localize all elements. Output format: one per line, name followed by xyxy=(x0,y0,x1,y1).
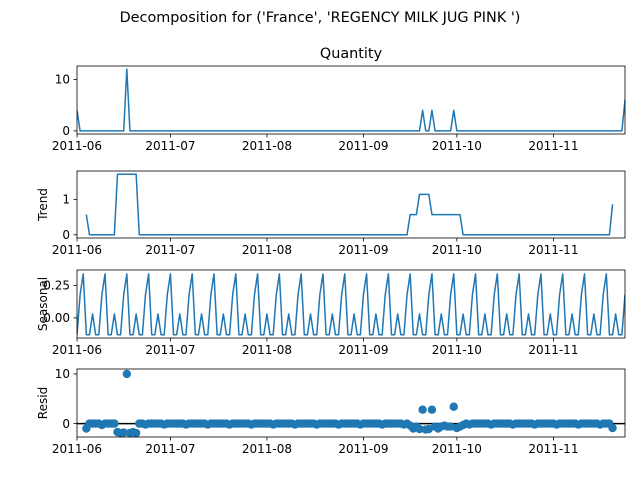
panel-resid: 2011-06 2011-07 2011-08 2011-09 2011-10 2011-… xyxy=(36,367,626,456)
x-tick-label: 2011-11 xyxy=(528,243,578,257)
resid-point xyxy=(122,369,132,379)
y-tick-label: 10 xyxy=(55,367,70,381)
panel-title: Quantity xyxy=(320,46,383,62)
plot-area-trend xyxy=(85,173,614,236)
y-tick-label: 0 xyxy=(62,124,70,138)
y-axis-label: Resid xyxy=(36,387,50,419)
x-tick-label: 2011-08 xyxy=(242,243,292,257)
x-tick-label: 2011-10 xyxy=(432,343,482,357)
x-tick-label: 2011-09 xyxy=(338,442,388,456)
x-tick-label: 2011-06 xyxy=(52,343,102,357)
resid-point xyxy=(427,405,437,414)
resid-point xyxy=(119,428,128,437)
x-tick-label: 2011-11 xyxy=(528,442,578,456)
x-tick-label: 2011-07 xyxy=(145,139,195,153)
plot-area-seasonal xyxy=(77,273,625,336)
x-tick-label: 2011-06 xyxy=(52,243,102,257)
x-tick-label: 2011-09 xyxy=(338,243,388,257)
x-tick-label: 2011-08 xyxy=(242,442,292,456)
x-tick-label: 2011-07 xyxy=(145,442,195,456)
y-tick-label: 1 xyxy=(62,193,70,207)
plot-area-observed xyxy=(77,68,625,132)
resid-point xyxy=(415,424,424,434)
x-tick-label: 2011-07 xyxy=(145,343,195,357)
y-tick-label: 10 xyxy=(55,73,70,87)
x-tick-label: 2011-09 xyxy=(338,139,388,153)
x-tick-label: 2011-06 xyxy=(52,442,102,456)
x-tick-label: 2011-10 xyxy=(432,139,482,153)
resid-point xyxy=(110,419,119,428)
figure-suptitle: Decomposition for ('France', 'REGENCY MI… xyxy=(120,10,521,26)
y-tick-label: 0.25 xyxy=(43,279,70,293)
x-tick-label: 2011-11 xyxy=(528,139,578,153)
resid-point xyxy=(418,405,427,414)
axes-frame-seasonal xyxy=(76,269,626,339)
resid-point xyxy=(131,428,141,437)
trend-line xyxy=(85,173,614,236)
axes-frame-trend xyxy=(76,170,626,239)
y-axis-label: Seasonal xyxy=(36,277,50,331)
x-tick-label: 2011-07 xyxy=(145,243,195,257)
plot-area-resid xyxy=(77,369,625,437)
x-tick-label: 2011-11 xyxy=(528,343,578,357)
x-tick-label: 2011-09 xyxy=(338,343,388,357)
panel-seasonal: 2011-06 2011-07 2011-08 2011-09 2011-10 2011-… xyxy=(36,269,626,357)
y-axis-label: Trend xyxy=(36,188,50,222)
axes-frame-observed xyxy=(76,65,626,135)
observed-line xyxy=(77,68,625,132)
resid-point xyxy=(608,423,617,433)
y-tick-label: 0.00 xyxy=(43,311,70,325)
x-tick-label: 2011-08 xyxy=(242,139,292,153)
seasonal-line xyxy=(77,273,625,336)
x-tick-label: 2011-08 xyxy=(242,343,292,357)
y-tick-label: 0 xyxy=(62,228,70,242)
axes-frame-resid xyxy=(76,368,626,438)
panel-trend: 2011-06 2011-07 2011-08 2011-09 2011-10 2011-… xyxy=(36,170,626,257)
y-tick-label: 0 xyxy=(62,417,70,431)
x-tick-label: 2011-10 xyxy=(432,243,482,257)
panels-group: 2011-06 2011-07 2011-08 2011-09 2011-10 2011-… xyxy=(36,46,626,456)
resid-point xyxy=(449,402,458,411)
x-tick-label: 2011-06 xyxy=(52,139,102,153)
panel-observed: 2011-06 2011-07 2011-08 2011-09 2011-10 2011-… xyxy=(52,46,626,153)
x-tick-label: 2011-10 xyxy=(432,442,482,456)
